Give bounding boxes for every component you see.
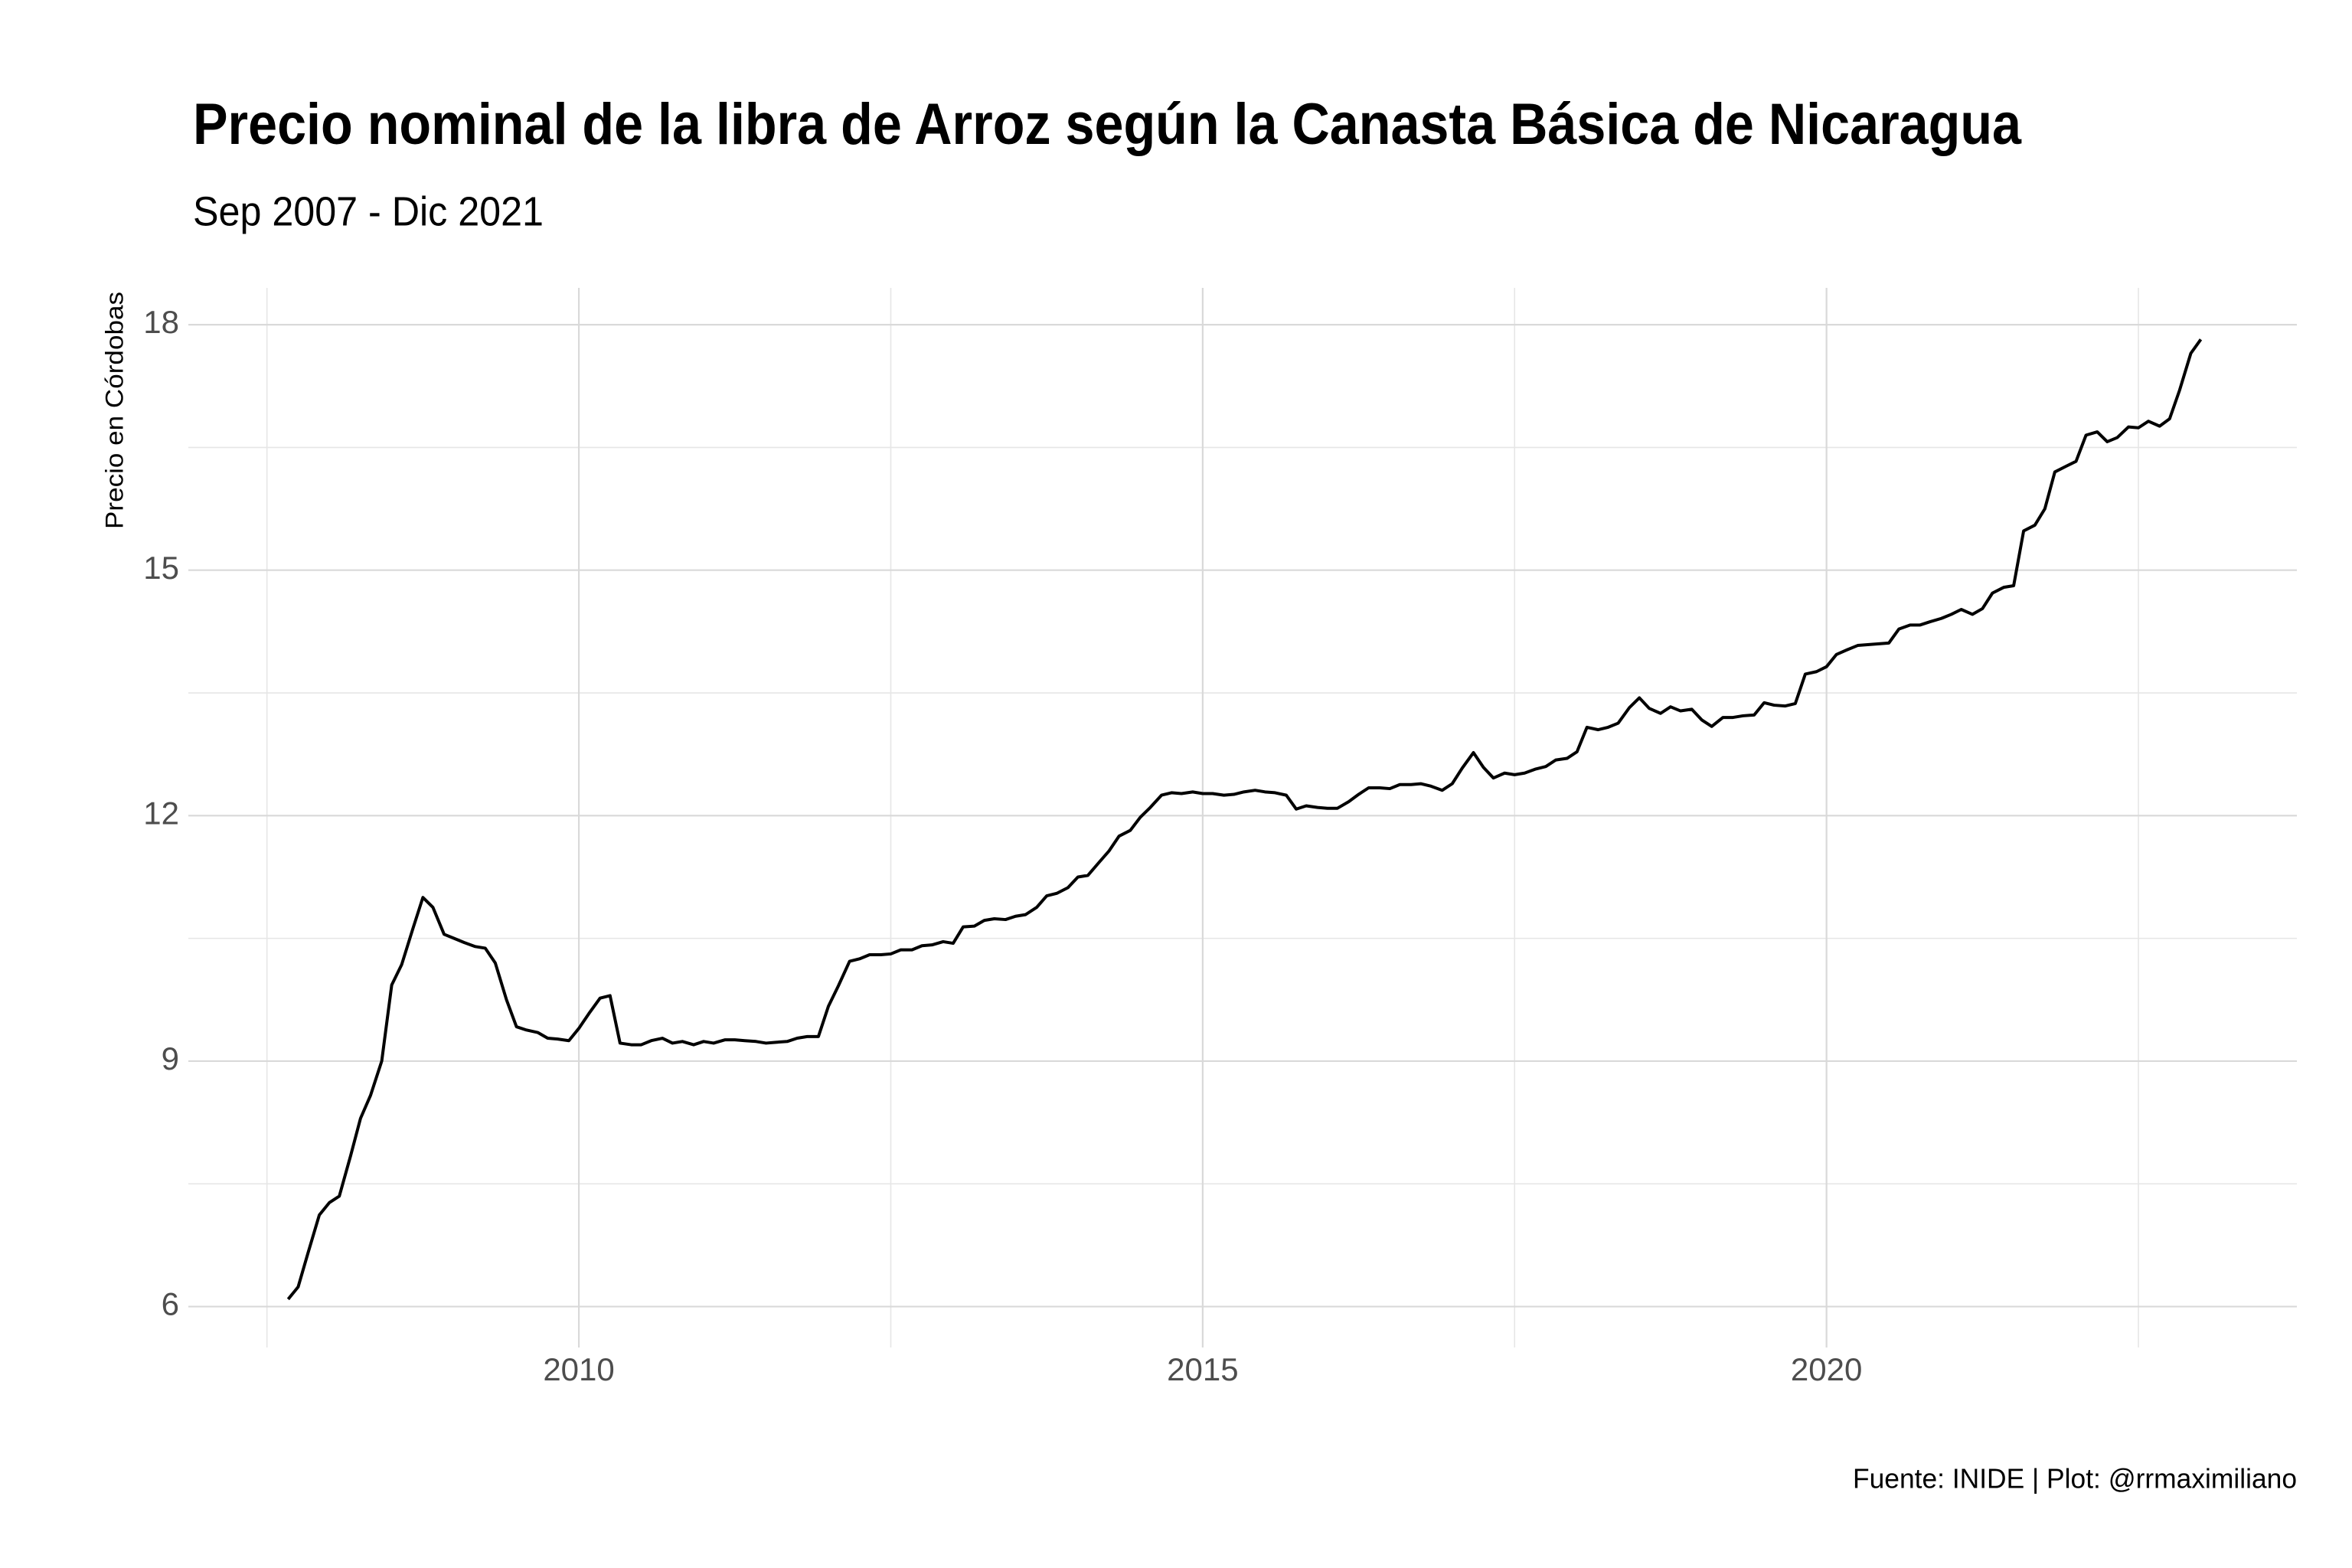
y-tick-label: 18 <box>143 304 179 340</box>
price-line <box>286 338 2203 1301</box>
y-tick-label: 15 <box>143 550 179 586</box>
y-tick-label: 6 <box>162 1286 179 1322</box>
x-tick-label: 2015 <box>1167 1351 1238 1387</box>
y-tick-label: 9 <box>162 1040 179 1076</box>
y-axis-label: Precio en Córdobas <box>100 292 128 529</box>
x-tick-label: 2010 <box>543 1351 614 1387</box>
chart-subtitle: Sep 2007 - Dic 2021 <box>193 188 544 234</box>
chart-caption: Fuente: INIDE | Plot: @rrmaximiliano <box>1853 1463 2297 1494</box>
x-tick-label: 2020 <box>1791 1351 1862 1387</box>
y-tick-label: 12 <box>143 795 179 831</box>
chart-title: Precio nominal de la libra de Arroz segú… <box>193 92 2022 157</box>
